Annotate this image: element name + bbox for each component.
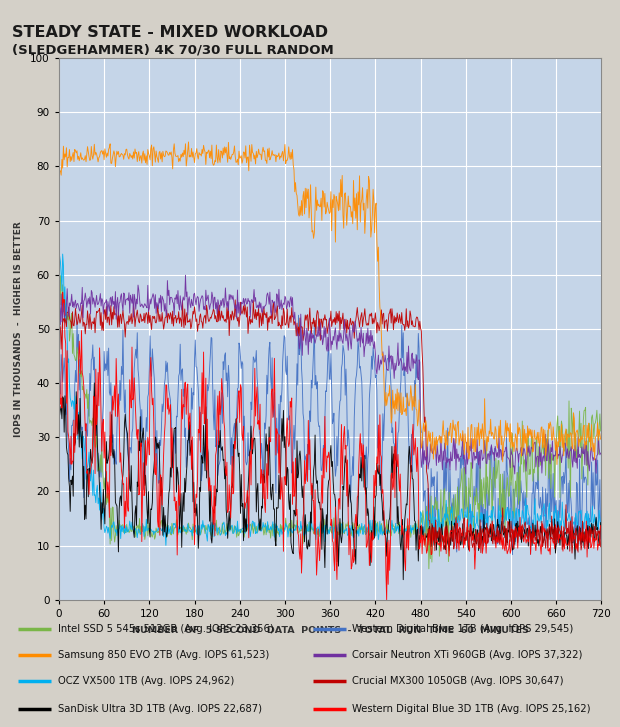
Text: Western Digital Blue 1TB (Avg. IOPS 29,545): Western Digital Blue 1TB (Avg. IOPS 29,5…	[352, 624, 574, 634]
Text: Intel SSD 5 545s 512GB (Avg. IOPS 23,356): Intel SSD 5 545s 512GB (Avg. IOPS 23,356…	[58, 624, 273, 634]
Text: Crucial MX300 1050GB (Avg. IOPS 30,647): Crucial MX300 1050GB (Avg. IOPS 30,647)	[352, 676, 564, 686]
Y-axis label: IOPS IN THOUSANDS  -  HIGHER IS BETTER: IOPS IN THOUSANDS - HIGHER IS BETTER	[14, 221, 24, 437]
Text: STEADY STATE - MIXED WORKLOAD: STEADY STATE - MIXED WORKLOAD	[12, 25, 329, 41]
Text: SanDisk Ultra 3D 1TB (Avg. IOPS 22,687): SanDisk Ultra 3D 1TB (Avg. IOPS 22,687)	[58, 704, 262, 714]
Text: Western Digital Blue 3D 1TB (Avg. IOPS 25,162): Western Digital Blue 3D 1TB (Avg. IOPS 2…	[352, 704, 591, 714]
Text: Corsair Neutron XTi 960GB (Avg. IOPS 37,322): Corsair Neutron XTi 960GB (Avg. IOPS 37,…	[352, 650, 583, 660]
Text: OCZ VX500 1TB (Avg. IOPS 24,962): OCZ VX500 1TB (Avg. IOPS 24,962)	[58, 676, 234, 686]
Text: (SLEDGEHAMMER) 4K 70/30 FULL RANDOM: (SLEDGEHAMMER) 4K 70/30 FULL RANDOM	[12, 44, 334, 57]
Text: Samsung 850 EVO 2TB (Avg. IOPS 61,523): Samsung 850 EVO 2TB (Avg. IOPS 61,523)	[58, 650, 268, 660]
X-axis label: NUMBER  OF  5-SECOND  DATA  POINTS  -  TOTAL  RUN  TIME  60  MINUTES: NUMBER OF 5-SECOND DATA POINTS - TOTAL R…	[131, 626, 529, 635]
